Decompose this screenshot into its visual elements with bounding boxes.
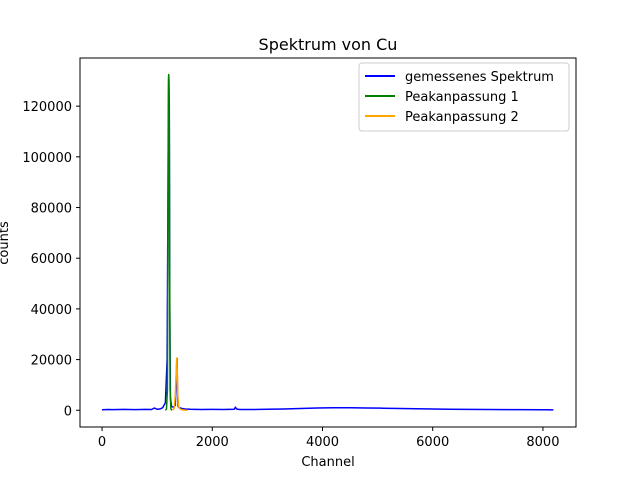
y-tick-label: 100000 [22,151,72,166]
x-tick-label: 0 [98,435,106,450]
x-tick-label: 8000 [526,435,559,450]
series-line-2 [164,73,173,411]
y-tick-label: 60000 [31,252,72,267]
x-tick-label: 6000 [416,435,449,450]
series-line-3 [172,357,188,412]
x-tick-label: 4000 [306,435,339,450]
y-tick-label: 40000 [31,303,72,318]
x-tick-label: 2000 [196,435,229,450]
y-tick-label: 80000 [31,202,72,217]
legend-label-3: Peakanpassung 2 [405,110,519,125]
legend: gemessenes Spektrum Peakanpassung 1 Peakan… [358,62,570,132]
x-axis-label: Channel [301,455,354,470]
axes-frame [79,57,577,428]
series-line-1 [101,74,554,411]
y-tick-label: 120000 [22,100,72,115]
legend-box [358,62,570,132]
legend-label-1: gemessenes Spektrum [405,70,554,85]
y-tick-label: 0 [64,404,72,419]
y-tick-label: 20000 [31,354,72,369]
series-group [101,73,554,412]
chart-title: Spektrum von Cu [259,35,398,54]
plot-area: 0 2000 4000 6000 800002000040000600008000010… [22,57,577,450]
y-axis-label: counts [0,221,12,265]
legend-label-2: Peakanpassung 1 [405,90,519,105]
